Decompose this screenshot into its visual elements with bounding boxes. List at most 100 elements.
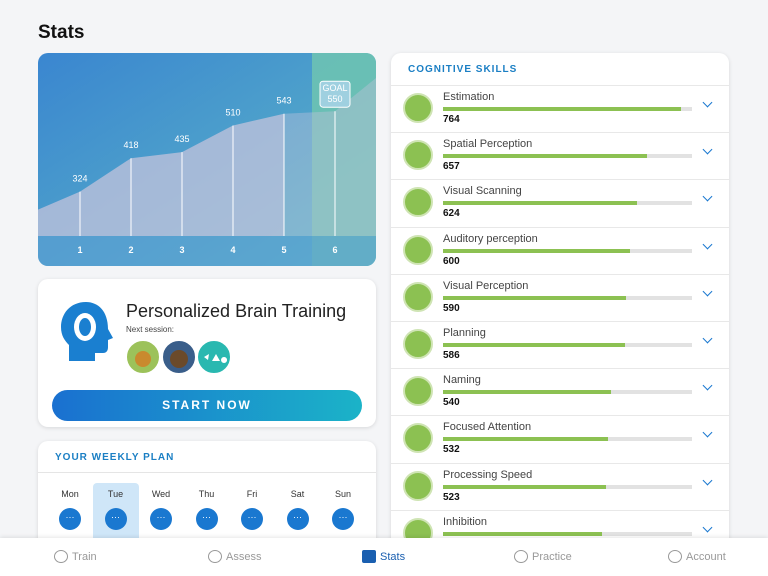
skill-score: 590 [443,302,460,314]
skill-name: Visual Scanning [443,185,522,198]
x-label: 6 [332,245,337,255]
skill-icon [403,140,433,171]
skill-icon [403,376,433,407]
expand-chevron [702,333,713,344]
goal-label: GOAL [322,83,347,93]
page-title: Stats [38,22,85,43]
skill-score: 523 [443,491,460,503]
skill-score: 624 [443,208,460,220]
skill-name: Planning [443,327,486,339]
day-label: Thu [198,489,215,499]
skill-bar [443,154,648,159]
day-label: Sat [290,489,305,499]
expand-chevron [702,380,713,391]
x-label: 4 [230,245,235,255]
nav-item[interactable]: Account [686,551,726,563]
nav-icon [514,550,528,563]
training-card: Personalized Brain Training Next session… [38,279,376,427]
x-label: 5 [281,245,286,255]
nav-icon [362,550,376,563]
day-label: Wed [151,489,171,499]
expand-chevron [702,475,713,486]
start-button[interactable]: START NOW [52,390,362,421]
skill-icon [403,423,433,454]
nav-icon [54,550,68,563]
expand-chevron [702,97,713,108]
row-separator [391,226,729,228]
nav-item[interactable]: Assess [226,551,262,563]
plan-title: YOUR WEEKLY PLAN [55,452,175,463]
nav-icon [668,550,682,563]
skill-icon [403,234,433,265]
skill-score: 657 [443,161,460,173]
nav-item[interactable]: Practice [532,551,572,563]
expand-chevron [702,191,713,202]
skill-bar [443,295,627,300]
area-lead [38,191,80,236]
skill-icon [403,470,433,501]
day-button: ··· [286,508,309,530]
day-button: ··· [241,508,263,530]
skill-bar [443,437,609,442]
expand-chevron [702,239,713,250]
row-separator [391,273,729,275]
skill-bar [443,201,638,206]
brain-logo [61,302,113,361]
skill-name: Naming [443,374,481,387]
day-button: ··· [332,508,354,530]
skill-score: 532 [443,444,460,456]
row-separator [391,179,729,181]
row-separator [391,321,729,322]
goal-value: 550 [327,94,342,104]
nav-item[interactable]: Stats [380,551,406,563]
goal-box [319,80,351,108]
area-tail [284,78,376,236]
day-label: Sun [334,489,351,499]
row-separator [391,415,729,417]
skill-name: Estimation [443,91,495,103]
day-label: Tue [107,489,124,499]
separator [38,472,376,473]
point-label: 435 [174,134,189,144]
skills-card: COGNITIVE SKILLS Estimation 764 Spatial Pe… [391,53,729,553]
skill-name: Processing Speed [443,468,533,481]
row-separator [391,509,729,511]
point-label: 510 [225,107,240,117]
day-button: ··· [195,508,218,530]
point-label: 324 [72,174,87,184]
nav-item[interactable]: Train [72,551,97,563]
next-session-label: Next session: [126,325,175,334]
x-label: 2 [128,245,133,255]
skill-bar [443,107,681,111]
skill-icon [403,93,433,123]
skill-bar [443,343,626,347]
card-title: Personalized Brain Training [126,301,347,321]
skill-bar [443,390,611,395]
point-label: 543 [276,96,291,106]
skill-name: Inhibition [443,515,488,528]
skill-name: Focused Attention [443,421,532,434]
day-label: Mon [61,489,79,499]
expand-chevron [702,522,713,533]
skill-icon [403,329,433,359]
day-label: Fri [246,489,258,499]
nav-icon [208,550,222,563]
skill-icon [403,187,433,218]
day-button: ··· [150,508,172,530]
skill-name: Auditory perception [443,232,538,245]
expand-chevron [702,286,713,297]
skill-bar [443,484,606,489]
day-button: ··· [104,508,127,530]
row-separator [391,132,729,134]
expand-chevron [702,144,713,155]
skill-score: 764 [443,114,460,125]
skill-bar [443,531,602,536]
skill-name: Visual Perception [443,279,529,292]
day-button: ··· [59,508,81,530]
skill-score: 586 [443,350,460,361]
x-band [38,236,376,266]
skills-title: COGNITIVE SKILLS [408,64,518,75]
expand-chevron [702,427,713,438]
skill-score: 540 [443,397,460,409]
